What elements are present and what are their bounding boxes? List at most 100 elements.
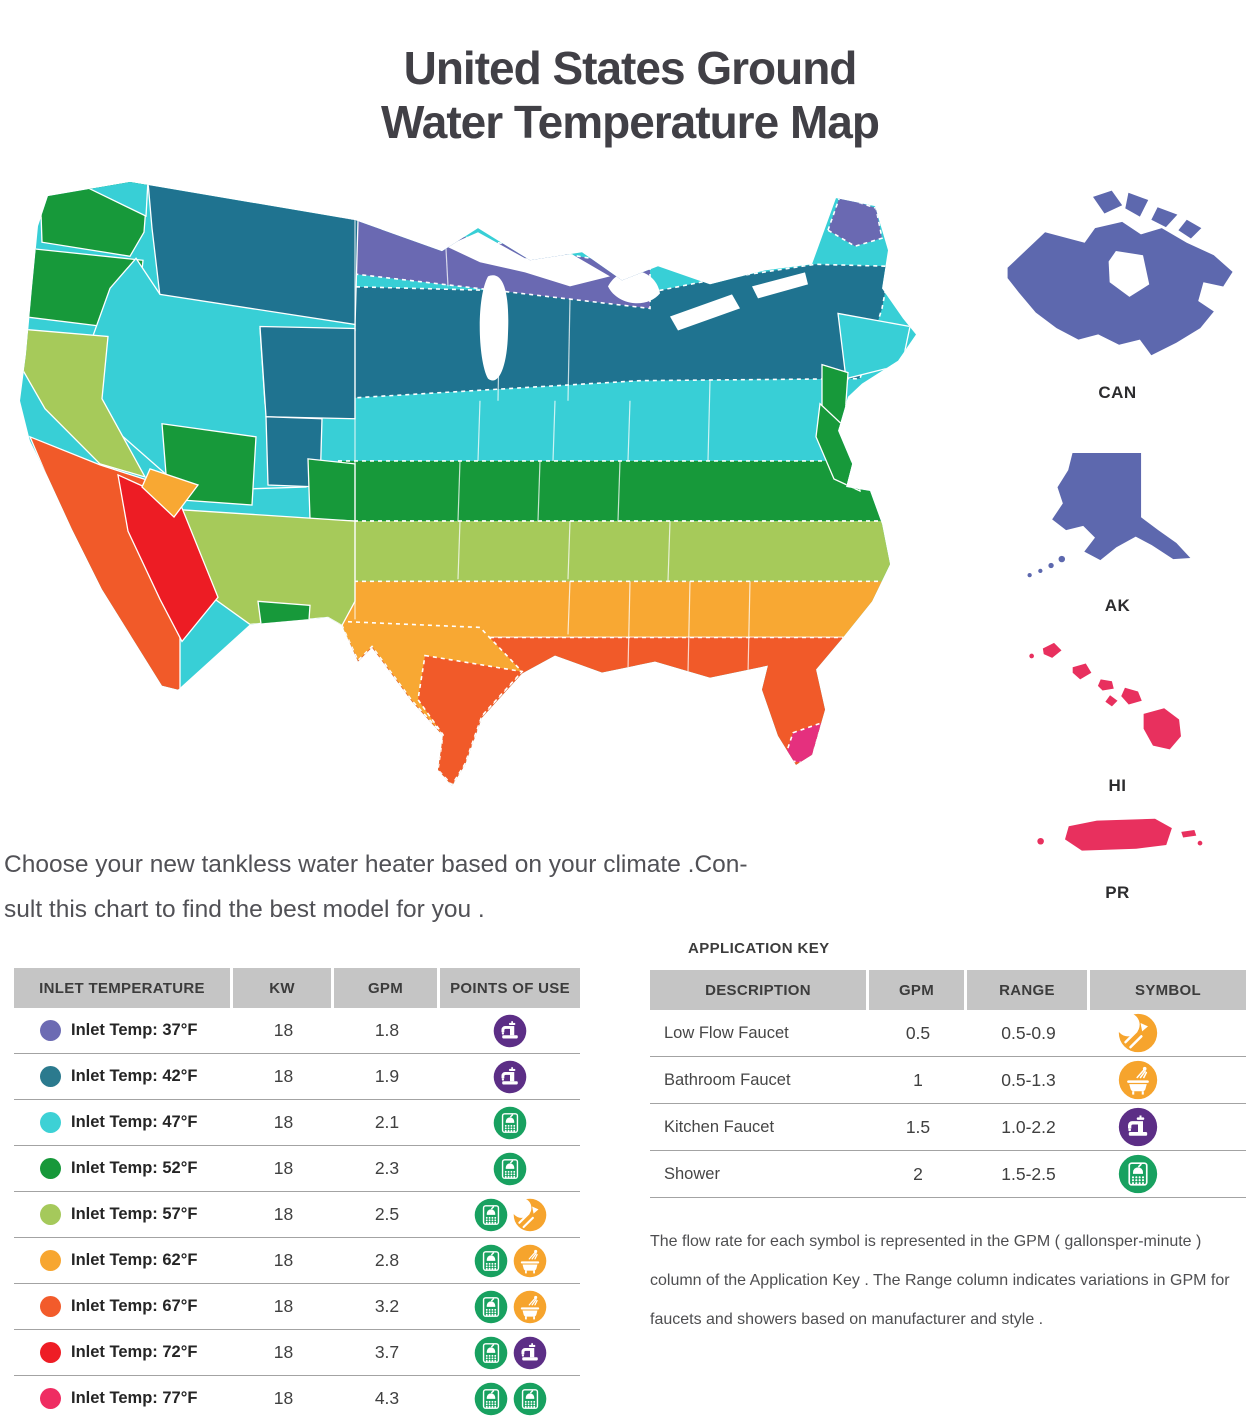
shower-icon xyxy=(474,1290,508,1324)
points-of-use-icons xyxy=(440,1014,580,1048)
table-row: Bathroom Faucet 1 0.5-1.3 xyxy=(650,1057,1246,1104)
table-row: Low Flow Faucet 0.5 0.5-0.9 xyxy=(650,1010,1246,1057)
table-row: Inlet Temp: 52°F 18 2.3 xyxy=(14,1146,580,1192)
range-value: 0.5-0.9 xyxy=(1001,1022,1056,1043)
temp-dot xyxy=(40,1204,61,1225)
shower-icon xyxy=(474,1336,508,1370)
description-value: Shower xyxy=(664,1164,720,1183)
region-label-hawaii: HI xyxy=(1108,776,1127,795)
great-lakes xyxy=(446,232,808,381)
range-value: 0.5-1.3 xyxy=(1001,1069,1056,1090)
inlet-temp-label: Inlet Temp: 62°F xyxy=(71,1251,198,1269)
inlet-table-header: INLET TEMPERATURE KW GPM POINTS OF USE xyxy=(14,968,580,1008)
points-of-use-icons xyxy=(440,1290,580,1324)
points-of-use-icons xyxy=(440,1060,580,1094)
region-canada: CAN xyxy=(975,175,1260,403)
temp-dot xyxy=(40,1112,61,1133)
table-row: Kitchen Faucet 1.5 1.0-2.2 xyxy=(650,1104,1246,1151)
title-line-1: United States Ground xyxy=(403,41,858,94)
inlet-temp-label: Inlet Temp: 42°F xyxy=(71,1067,198,1085)
table-row: Inlet Temp: 47°F 18 2.1 xyxy=(14,1100,580,1146)
kw-value: 18 xyxy=(273,1296,294,1316)
header-symbol: SYMBOL xyxy=(1090,970,1246,1010)
symbol-icon-cell xyxy=(1090,1107,1246,1147)
gpm-value: 1.9 xyxy=(374,1066,400,1086)
points-of-use-icons xyxy=(440,1152,580,1186)
temp-dot xyxy=(40,1158,61,1179)
points-of-use-icons xyxy=(440,1198,580,1232)
header-range: RANGE xyxy=(967,970,1087,1010)
kw-value: 18 xyxy=(273,1342,294,1362)
symbol-icon-cell xyxy=(1090,1060,1246,1100)
low-flow-faucet-icon xyxy=(513,1198,547,1232)
kw-value: 18 xyxy=(273,1066,294,1086)
table-row: Inlet Temp: 57°F 18 2.5 xyxy=(14,1192,580,1238)
footnote-text: The flow rate for each symbol is represe… xyxy=(650,1233,1230,1329)
inlet-temp-label: Inlet Temp: 52°F xyxy=(71,1159,198,1177)
bathroom-faucet-icon xyxy=(1118,1060,1158,1100)
header-kw: KW xyxy=(233,968,331,1008)
gpm-value: 2.3 xyxy=(374,1158,400,1178)
gpm-value: 1.8 xyxy=(374,1020,400,1040)
symbol-icon-cell xyxy=(1090,1154,1246,1194)
range-value: 1.0-2.2 xyxy=(1001,1116,1056,1137)
region-puerto-rico: PR xyxy=(975,800,1260,903)
application-key-table: DESCRIPTION GPM RANGE SYMBOL Low Flow Fa… xyxy=(650,970,1246,1198)
us-temperature-map xyxy=(10,168,930,820)
table-row: Shower 2 1.5-2.5 xyxy=(650,1151,1246,1198)
kw-value: 18 xyxy=(273,1204,294,1224)
gpm-value: 3.7 xyxy=(374,1342,400,1362)
shower-icon xyxy=(513,1382,547,1416)
temp-dot xyxy=(40,1296,61,1317)
gpm-value: 0.5 xyxy=(905,1022,931,1043)
temp-dot xyxy=(40,1342,61,1363)
table-row: Inlet Temp: 42°F 18 1.9 xyxy=(14,1054,580,1100)
us-map-graphic xyxy=(20,182,916,786)
kw-value: 18 xyxy=(273,1250,294,1270)
alaska-map-graphic xyxy=(1027,453,1191,578)
region-label-canada: CAN xyxy=(1098,383,1137,402)
hawaii-map-graphic xyxy=(1029,642,1181,750)
gpm-value: 2 xyxy=(913,1163,923,1184)
header-gpm: GPM xyxy=(869,970,964,1010)
inlet-temp-label: Inlet Temp: 67°F xyxy=(71,1297,198,1315)
header-gpm: GPM xyxy=(334,968,437,1008)
header-points-of-use: POINTS OF USE xyxy=(440,968,580,1008)
gpm-value: 2.1 xyxy=(374,1112,400,1132)
gpm-value: 3.2 xyxy=(374,1296,400,1316)
puerto-rico-map-graphic xyxy=(1037,818,1203,851)
shower-icon xyxy=(474,1198,508,1232)
description-value: Bathroom Faucet xyxy=(664,1070,791,1089)
zone-bands xyxy=(20,182,916,786)
inlet-temp-label: Inlet Temp: 72°F xyxy=(71,1343,198,1361)
canada-map-graphic xyxy=(1007,190,1233,356)
application-key-header: DESCRIPTION GPM RANGE SYMBOL xyxy=(650,970,1246,1010)
inlet-temp-label: Inlet Temp: 77°F xyxy=(71,1389,198,1407)
intro-line-1: Choose your new tankless water heater ba… xyxy=(4,851,748,878)
intro-text: Choose your new tankless water heater ba… xyxy=(4,842,764,933)
page-title: United States Ground Water Temperature Ma… xyxy=(0,41,1260,150)
bathroom-faucet-icon xyxy=(513,1244,547,1278)
shower-icon xyxy=(493,1106,527,1140)
points-of-use-icons xyxy=(440,1244,580,1278)
table-row: Inlet Temp: 72°F 18 3.7 xyxy=(14,1330,580,1376)
shower-icon xyxy=(1118,1154,1158,1194)
low-flow-faucet-icon xyxy=(1118,1013,1158,1053)
kw-value: 18 xyxy=(273,1158,294,1178)
table-row: Inlet Temp: 37°F 18 1.8 xyxy=(14,1008,580,1054)
inlet-temperature-table: INLET TEMPERATURE KW GPM POINTS OF USE I… xyxy=(14,968,580,1419)
region-label-puerto-rico: PR xyxy=(1105,883,1130,902)
inlet-temp-label: Inlet Temp: 47°F xyxy=(71,1113,198,1131)
gpm-value: 1 xyxy=(913,1069,923,1090)
points-of-use-icons xyxy=(440,1382,580,1416)
temp-dot xyxy=(40,1066,61,1087)
temp-dot xyxy=(40,1388,61,1409)
bathroom-faucet-icon xyxy=(513,1290,547,1324)
title-line-2: Water Temperature Map xyxy=(381,96,880,149)
kitchen-faucet-icon xyxy=(493,1060,527,1094)
header-inlet-temperature: INLET TEMPERATURE xyxy=(14,968,230,1008)
kitchen-faucet-icon xyxy=(493,1014,527,1048)
gpm-value: 1.5 xyxy=(905,1116,931,1137)
range-value: 1.5-2.5 xyxy=(1001,1163,1056,1184)
